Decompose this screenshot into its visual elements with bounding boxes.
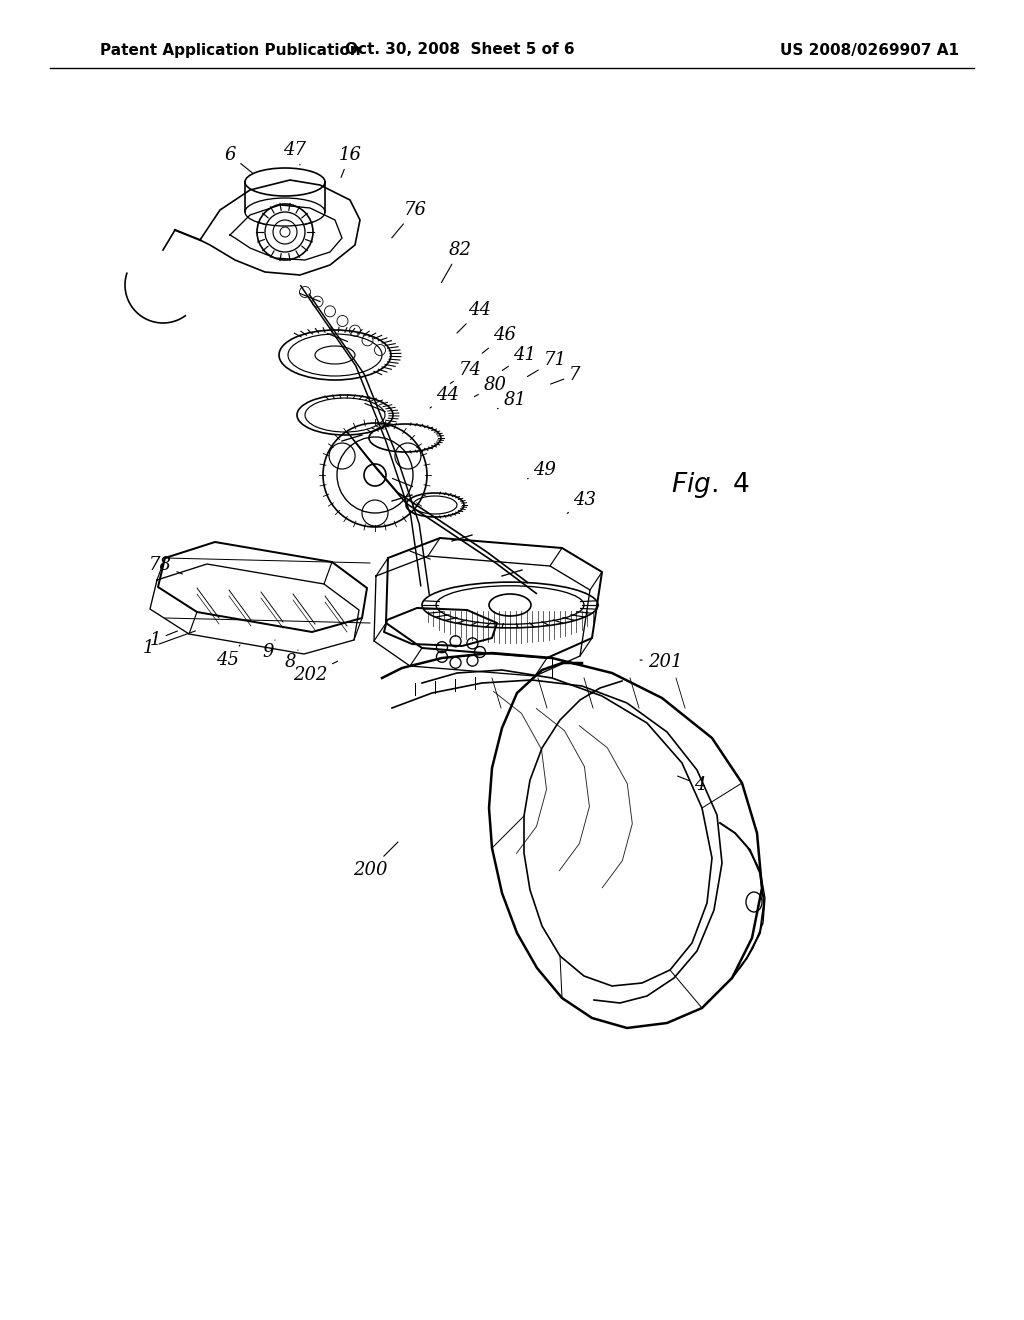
Text: 44: 44 bbox=[457, 301, 492, 333]
Text: Patent Application Publication: Patent Application Publication bbox=[100, 42, 360, 58]
Text: 8: 8 bbox=[285, 649, 298, 671]
Text: 201: 201 bbox=[640, 653, 682, 671]
Text: 71: 71 bbox=[527, 351, 566, 376]
Text: 49: 49 bbox=[527, 461, 556, 479]
Text: 44: 44 bbox=[430, 385, 460, 408]
Text: 78: 78 bbox=[148, 556, 182, 574]
Text: 6: 6 bbox=[224, 147, 253, 173]
Text: 7: 7 bbox=[551, 366, 581, 384]
Text: 82: 82 bbox=[441, 242, 471, 282]
Text: 45: 45 bbox=[216, 645, 240, 669]
Text: Oct. 30, 2008  Sheet 5 of 6: Oct. 30, 2008 Sheet 5 of 6 bbox=[345, 42, 574, 58]
Text: 1: 1 bbox=[142, 631, 196, 657]
Text: 41: 41 bbox=[503, 346, 537, 371]
Text: 76: 76 bbox=[392, 201, 427, 238]
Text: 43: 43 bbox=[567, 491, 597, 513]
Text: 46: 46 bbox=[482, 326, 516, 354]
Text: $\it{Fig.\ 4}$: $\it{Fig.\ 4}$ bbox=[671, 470, 750, 500]
Text: US 2008/0269907 A1: US 2008/0269907 A1 bbox=[780, 42, 959, 58]
Text: 9: 9 bbox=[262, 640, 275, 661]
Text: 16: 16 bbox=[339, 147, 361, 177]
Text: 47: 47 bbox=[284, 141, 306, 165]
Text: 81: 81 bbox=[498, 391, 526, 409]
Text: 80: 80 bbox=[474, 376, 507, 396]
Text: 202: 202 bbox=[293, 661, 338, 684]
Text: 1: 1 bbox=[150, 631, 177, 649]
Text: 4: 4 bbox=[678, 776, 706, 795]
Text: 74: 74 bbox=[451, 360, 481, 383]
Text: 200: 200 bbox=[352, 842, 398, 879]
